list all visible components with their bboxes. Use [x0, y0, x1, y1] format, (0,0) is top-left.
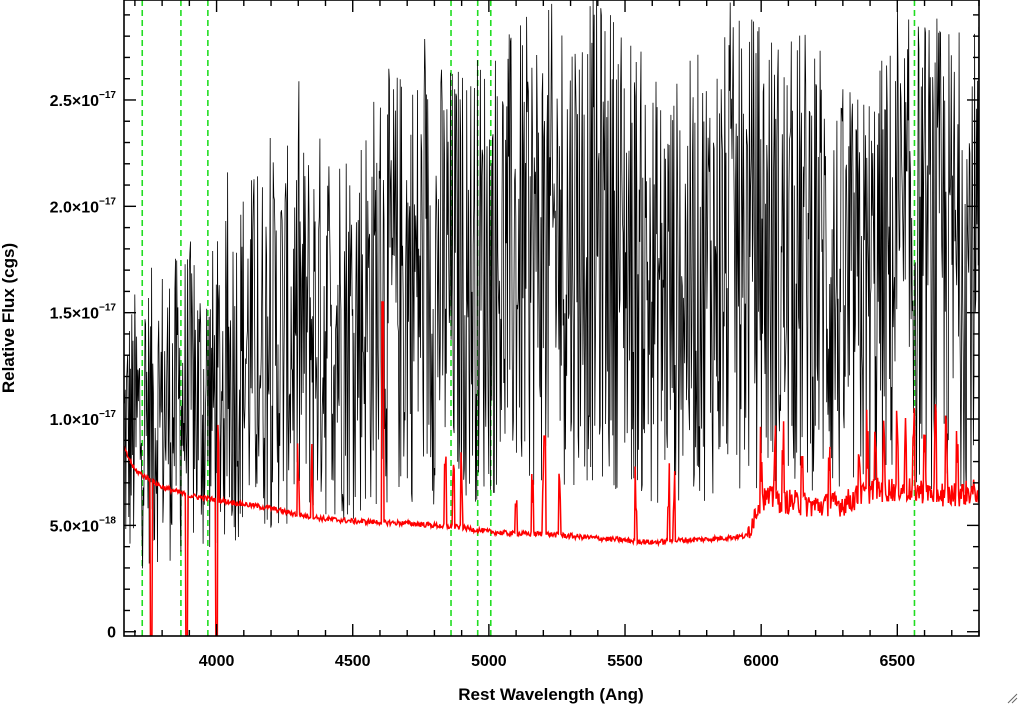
x-tick-label: 6000	[743, 653, 779, 670]
x-tick-labels: 4000 4500 5000 5500 6000 6500	[199, 653, 915, 670]
x-axis-title: Rest Wavelength (Ang)	[458, 685, 643, 704]
y-tick-label: 2.5×10−17	[50, 90, 117, 110]
x-tick-label: 6500	[880, 653, 916, 670]
y-tick-label: 2.0×10−17	[50, 196, 117, 216]
ticks-layer	[124, 0, 980, 636]
y-axis-title: Relative Flux (cgs)	[0, 243, 18, 393]
series-line-red	[124, 301, 979, 636]
y-tick-label: 5.0×10−18	[50, 515, 117, 535]
x-tick-label: 5500	[607, 653, 643, 670]
y-tick-labels: 0 5.0×10−18 1.0×10−17 1.5×10−17 2.0×10−17 2.5…	[50, 90, 117, 642]
y-tick-label: 1.5×10−17	[50, 303, 117, 323]
y-tick-label: 1.0×10−17	[50, 409, 117, 429]
series-line-black	[124, 0, 979, 569]
resize-grip-icon[interactable]	[1006, 692, 1018, 704]
x-tick-label: 5000	[471, 653, 507, 670]
y-tick-label: 0	[107, 625, 116, 642]
series-layer	[124, 0, 979, 636]
x-tick-label: 4500	[335, 653, 371, 670]
plot-frame	[123, 0, 980, 637]
x-tick-label: 4000	[199, 653, 235, 670]
